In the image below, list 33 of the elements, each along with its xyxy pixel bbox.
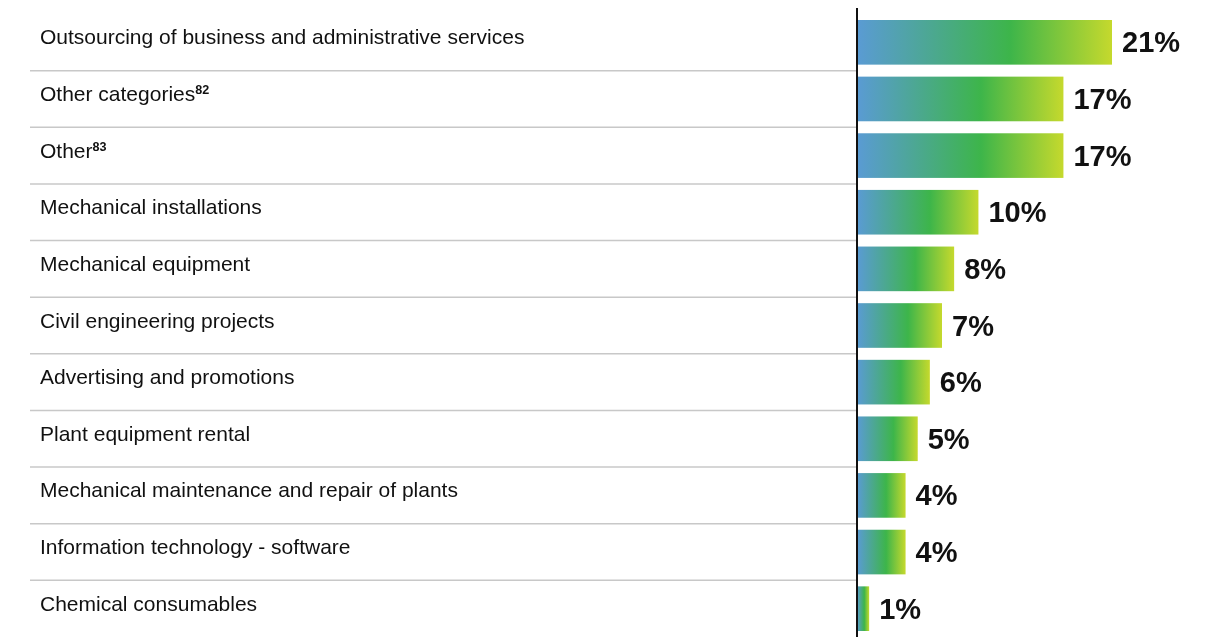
y-tick-label: Chemical consumables	[40, 591, 258, 615]
data-label: 1%	[879, 592, 922, 625]
y-tick-label: Advertising and promotions	[40, 365, 295, 389]
bar	[857, 133, 1064, 178]
data-label: 17%	[1073, 139, 1132, 172]
data-label: 4%	[915, 479, 958, 512]
y-tick-label: Plant equipment rental	[40, 421, 251, 445]
bar	[857, 76, 1064, 122]
data-label: 21%	[1122, 26, 1181, 59]
y-tick-label: Mechanical equipment	[40, 251, 251, 275]
data-label: 5%	[927, 422, 970, 455]
bar	[857, 246, 955, 292]
data-label: 17%	[1073, 82, 1132, 115]
data-label: 10%	[988, 196, 1047, 229]
y-tick-label: Other categories$^{82}$	[40, 81, 210, 105]
y-tick-label: Mechanical installations	[40, 195, 262, 219]
y-tick-label: Mechanical maintenance and repair of plants	[40, 478, 458, 502]
bar	[857, 586, 870, 631]
data-label: 4%	[915, 536, 958, 569]
y-tick-label: Civil engineering projects	[40, 308, 275, 332]
data-label: 8%	[964, 252, 1007, 285]
data-label: 6%	[939, 366, 982, 399]
data-label: 7%	[952, 309, 995, 342]
bar	[857, 416, 918, 462]
bar	[857, 359, 930, 405]
y-tick-label: Outsourcing of business and administrative services	[40, 25, 525, 49]
bar	[857, 473, 906, 518]
bar	[857, 20, 1112, 65]
bar	[857, 529, 906, 575]
y-tick-label: Other$^{83}$	[40, 138, 107, 162]
y-tick-label: Information technology - software	[40, 535, 351, 559]
bar	[857, 303, 942, 348]
bar	[857, 189, 979, 235]
